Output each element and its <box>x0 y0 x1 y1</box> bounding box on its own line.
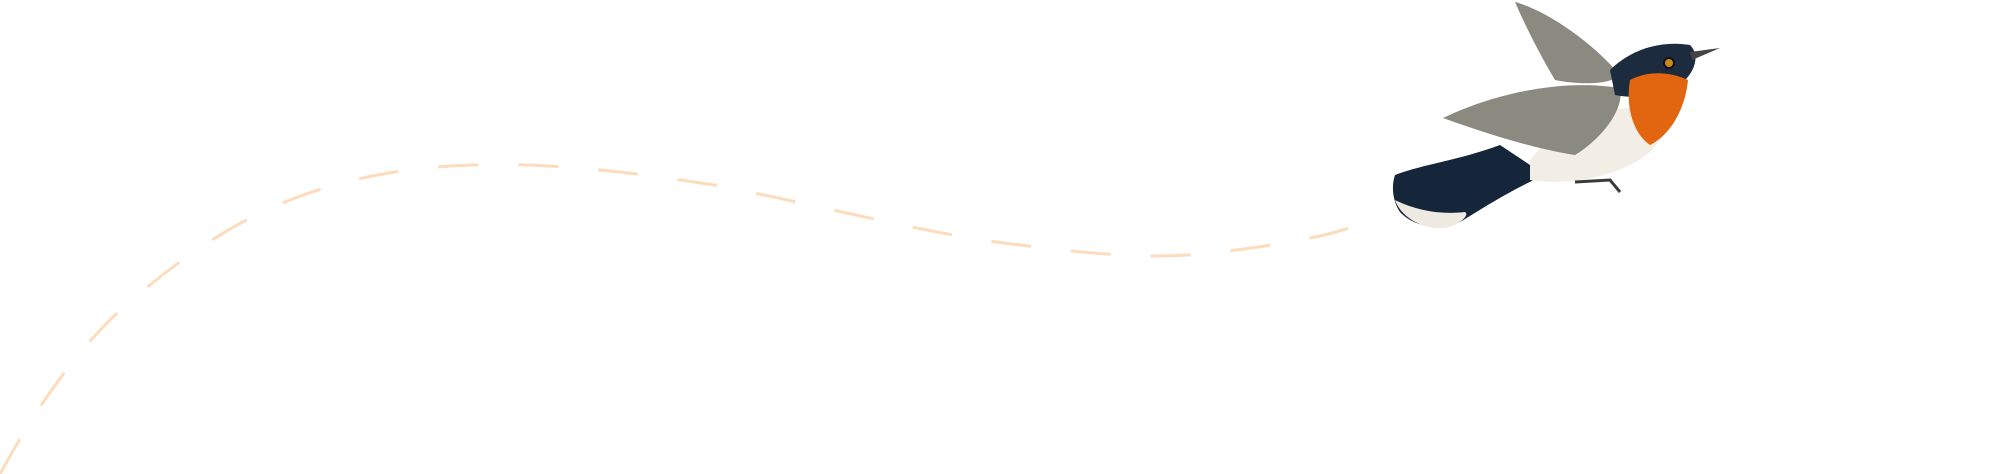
bird-lower-wing <box>1443 85 1621 155</box>
bird-tail <box>1392 145 1545 227</box>
dashed-flight-path <box>0 163 1361 474</box>
bird-tail-tip <box>1395 200 1467 229</box>
bird-eye <box>1663 57 1675 69</box>
bird-leg <box>1574 178 1622 193</box>
bird-body <box>1530 107 1664 182</box>
bird-throat <box>1628 73 1688 145</box>
bird-upper-wing <box>1515 2 1620 84</box>
bird-beak <box>1690 48 1720 60</box>
bird-icon <box>1392 2 1720 229</box>
